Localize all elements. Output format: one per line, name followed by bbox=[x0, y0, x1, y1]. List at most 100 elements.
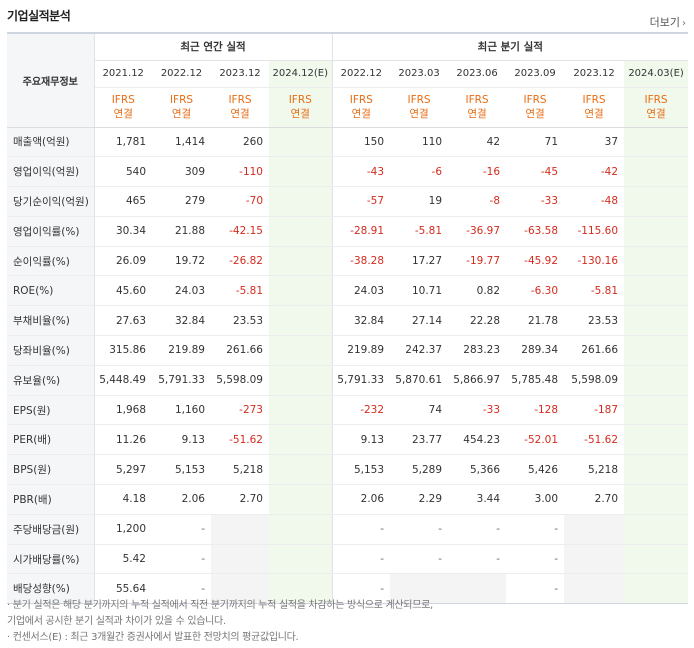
table-row: 영업이익률(%) 30.34 21.88 -42.15 -28.91 -5.81 -36.9… bbox=[7, 215, 689, 247]
period-header: 2022.12 bbox=[152, 60, 211, 88]
table-cell: 23.53 bbox=[211, 305, 269, 337]
row-label: 부채비율(%) bbox=[7, 305, 95, 337]
table-cell: 4.18 bbox=[94, 484, 152, 515]
ifrs-standard: IFRS bbox=[644, 94, 668, 106]
period-header: 2023.12 bbox=[211, 60, 269, 88]
table-row: EPS(원) 1,968 1,160 -273 -232 74 -33 -128 -187 bbox=[7, 394, 689, 426]
table-row: 배당성향(%) 55.64- - - bbox=[7, 573, 689, 605]
financial-table: 주요재무정보 최근 연간 실적 최근 분기 실적 2021.12 2022.12 2… bbox=[7, 32, 689, 605]
table-cell: -33 bbox=[448, 394, 507, 426]
table-cell bbox=[624, 186, 689, 217]
row-label: 영업이익률(%) bbox=[7, 215, 95, 247]
table-cell: 5,426 bbox=[506, 454, 565, 486]
table-row: PBR(배) 4.18 2.06 2.70 2.06 2.29 3.44 3.00 2.70 bbox=[7, 484, 689, 515]
table-cell: 30.34 bbox=[94, 215, 152, 247]
ifrs-label: IFRS 연결 bbox=[506, 87, 565, 128]
table-cell: 261.66 bbox=[564, 335, 625, 366]
table-cell bbox=[269, 573, 333, 605]
table-cell bbox=[624, 513, 689, 545]
footnotes: · 분기 실적은 해당 분기까지의 누적 실적에서 직전 분기까지의 누적 실적… bbox=[7, 598, 433, 646]
table-cell: 42 bbox=[448, 127, 507, 158]
table-cell: -19.77 bbox=[448, 246, 507, 277]
period-header: 2024.03(E) bbox=[624, 60, 689, 88]
table-cell bbox=[624, 305, 689, 337]
table-cell: -26.82 bbox=[211, 246, 269, 277]
ifrs-basis: 연결 bbox=[230, 108, 250, 120]
table-cell: -51.62 bbox=[211, 424, 269, 456]
row-label: 당기순이익(억원) bbox=[7, 186, 95, 217]
table-cell: 5,870.61 bbox=[390, 365, 449, 396]
table-cell: 2.70 bbox=[564, 484, 625, 515]
table-cell: 23.77 bbox=[390, 424, 449, 456]
ifrs-basis: 연결 bbox=[409, 108, 429, 120]
period-header: 2023.06 bbox=[448, 60, 507, 88]
table-cell: 2.29 bbox=[390, 484, 449, 515]
table-cell: -130.16 bbox=[564, 246, 625, 277]
table-cell bbox=[564, 544, 625, 575]
table-cell: 309 bbox=[152, 156, 211, 188]
table-cell bbox=[624, 156, 689, 188]
table-cell bbox=[390, 573, 449, 605]
ifrs-standard: IFRS bbox=[582, 94, 606, 106]
table-cell: -5.81 bbox=[564, 275, 625, 307]
table-cell bbox=[624, 275, 689, 307]
row-header: 주요재무정보 bbox=[7, 32, 95, 128]
table-cell: 261.66 bbox=[211, 335, 269, 366]
table-cell: 1,968 bbox=[94, 394, 152, 426]
table-row: 매출액(억원) 1,781 1,414 260 150 110 42 71 37 bbox=[7, 127, 689, 158]
table-cell: -115.60 bbox=[564, 215, 625, 247]
table-cell bbox=[269, 215, 333, 247]
table-cell bbox=[269, 424, 333, 456]
table-cell bbox=[269, 246, 333, 277]
chevron-right-icon: › bbox=[682, 18, 686, 29]
table-row: 시가배당률(%) 5.42- - - - - bbox=[7, 544, 689, 575]
table-cell: -187 bbox=[564, 394, 625, 426]
period-header: 2023.03 bbox=[390, 60, 449, 88]
table-cell: 1,200 bbox=[94, 513, 152, 545]
quarter-group-header: 최근 분기 실적 bbox=[477, 41, 543, 54]
table-cell bbox=[269, 544, 333, 575]
table-cell: -43 bbox=[332, 156, 391, 188]
table-row: 유보율(%) 5,448.49 5,791.33 5,598.09 5,791.33 5,… bbox=[7, 365, 689, 396]
ifrs-standard: IFRS bbox=[465, 94, 489, 106]
table-cell: -273 bbox=[211, 394, 269, 426]
table-cell: -33 bbox=[506, 186, 565, 217]
table-cell: 5.42 bbox=[94, 544, 152, 575]
table-cell: -57 bbox=[332, 186, 391, 217]
table-cell bbox=[269, 513, 333, 545]
ifrs-standard: IFRS bbox=[349, 94, 373, 106]
ifrs-label: IFRS 연결 bbox=[390, 87, 449, 128]
table-cell: - bbox=[506, 573, 565, 605]
table-cell: 219.89 bbox=[152, 335, 211, 366]
table-row: 주당배당금(원) 1,200- - - - - bbox=[7, 513, 689, 545]
table-cell: 5,297 bbox=[94, 454, 152, 486]
table-cell: - bbox=[152, 573, 211, 605]
ifrs-standard: IFRS bbox=[288, 94, 312, 106]
period-header: 2024.12(E) bbox=[269, 60, 333, 88]
ifrs-label: IFRS 연결 bbox=[94, 87, 152, 128]
table-cell: -63.58 bbox=[506, 215, 565, 247]
table-cell bbox=[269, 454, 333, 486]
ifrs-label: IFRS 연결 bbox=[152, 87, 211, 128]
table-row: 당기순이익(억원) 465 279 -70 -57 19 -8 -33 -48 bbox=[7, 186, 689, 217]
table-cell bbox=[269, 394, 333, 426]
table-cell bbox=[448, 573, 507, 605]
table-cell: 2.06 bbox=[152, 484, 211, 515]
row-label: 유보율(%) bbox=[7, 365, 95, 396]
table-row: 부채비율(%) 27.63 32.84 23.53 32.84 27.14 22.28 21.… bbox=[7, 305, 689, 337]
table-cell: 71 bbox=[506, 127, 565, 158]
table-cell: -45.92 bbox=[506, 246, 565, 277]
table-cell: 289.34 bbox=[506, 335, 565, 366]
annual-group-header: 최근 연간 실적 bbox=[94, 33, 333, 60]
table-cell: 19 bbox=[390, 186, 449, 217]
table-cell: 10.71 bbox=[390, 275, 449, 307]
table-cell: 5,218 bbox=[211, 454, 269, 486]
ifrs-basis: 연결 bbox=[467, 108, 487, 120]
table-cell: 27.63 bbox=[94, 305, 152, 337]
table-cell bbox=[269, 335, 333, 366]
ifrs-label: IFRS 연결 bbox=[624, 87, 689, 128]
more-link[interactable]: 더보기 › bbox=[650, 14, 686, 30]
table-cell: 23.53 bbox=[564, 305, 625, 337]
table-cell bbox=[269, 156, 333, 188]
table-cell: 315.86 bbox=[94, 335, 152, 366]
